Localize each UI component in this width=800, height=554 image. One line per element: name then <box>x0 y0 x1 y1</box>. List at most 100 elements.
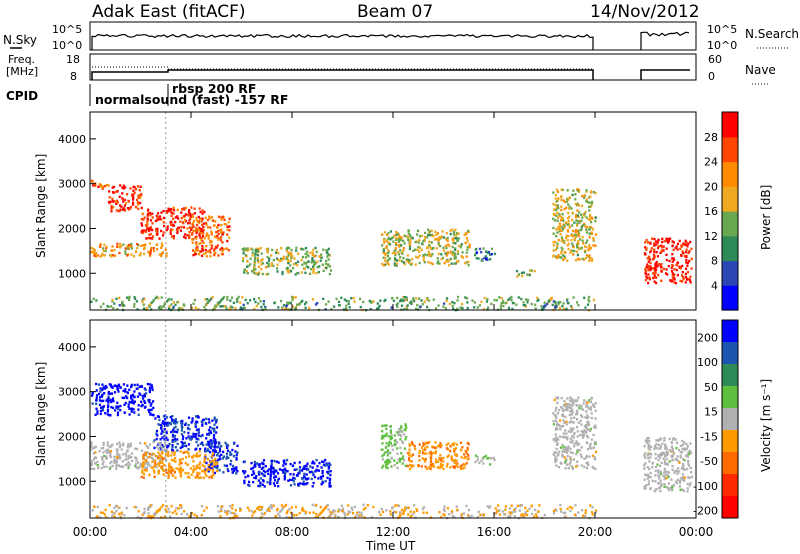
scatter-cell <box>205 417 208 421</box>
scatter-cell <box>560 219 563 222</box>
scatter-cell <box>556 422 559 425</box>
scatter-cell <box>107 399 110 403</box>
scatter-cell <box>307 468 310 471</box>
scatter-cell <box>200 217 203 220</box>
colorbar-swatch <box>722 320 738 343</box>
scatter-cell <box>202 418 205 422</box>
scatter-cell <box>122 198 125 202</box>
scatter-cell <box>292 476 295 480</box>
scatter-cell <box>659 445 662 448</box>
scatter-cell <box>225 455 228 458</box>
scatter-cell <box>653 269 656 273</box>
scatter-cell <box>408 444 411 448</box>
x-tick-label: 08:00 <box>275 525 310 539</box>
scatter-cell <box>190 306 194 310</box>
colorbar-tick-label: 100 <box>697 356 718 369</box>
scatter-cell <box>110 206 113 209</box>
scatter-cell <box>554 219 557 222</box>
scatter-cell <box>457 232 460 235</box>
scatter-cell <box>554 193 557 197</box>
scatter-cell <box>159 444 162 448</box>
scatter-cell <box>554 300 557 304</box>
scatter-cell <box>567 466 570 470</box>
scatter-cell <box>452 241 455 245</box>
scatter-cell <box>578 235 581 238</box>
scatter-cell <box>398 427 401 431</box>
scatter-cell <box>120 205 123 208</box>
scatter-cell <box>405 259 408 263</box>
scatter-cell <box>393 459 396 462</box>
y-tick-label: 4000 <box>58 133 86 146</box>
scatter-cell <box>424 465 427 468</box>
scatter-cell <box>142 453 145 456</box>
scatter-cell <box>256 254 259 257</box>
scatter-cell <box>657 238 660 242</box>
scatter-cell <box>229 505 232 508</box>
scatter-cell <box>395 236 398 240</box>
scatter-cell <box>555 396 558 399</box>
scatter-cell <box>428 244 431 247</box>
scatter-cell <box>250 510 254 513</box>
scatter-cell <box>222 248 225 251</box>
scatter-cell <box>424 231 427 235</box>
scatter-cell <box>215 230 218 234</box>
scatter-cell <box>498 509 501 512</box>
scatter-cell <box>124 247 127 250</box>
scatter-cell <box>473 306 476 309</box>
scatter-cell <box>576 214 579 217</box>
scatter-cell <box>504 505 507 508</box>
date-title: 14/Nov/2012 <box>590 2 700 22</box>
scatter-cell <box>566 259 569 262</box>
scatter-cell <box>465 232 468 236</box>
scatter-cell <box>226 443 229 446</box>
scatter-cell <box>182 303 185 306</box>
scatter-cell <box>562 409 565 412</box>
scatter-cell <box>196 228 199 231</box>
scatter-cell <box>561 413 564 416</box>
scatter-cell <box>478 304 481 307</box>
scatter-cell <box>186 463 189 466</box>
scatter-cell <box>283 303 286 307</box>
scatter-cell <box>180 307 183 310</box>
scatter-cell <box>243 247 246 250</box>
scatter-cell <box>195 227 198 230</box>
scatter-cell <box>252 511 255 514</box>
scatter-cell <box>567 242 570 246</box>
scatter-cell <box>289 478 292 482</box>
scatter-cell <box>182 451 185 454</box>
scatter-cell <box>175 467 178 470</box>
scatter-cell <box>683 448 686 452</box>
scatter-cell <box>155 248 159 251</box>
scatter-cell <box>474 454 477 457</box>
scatter-cell <box>118 304 121 307</box>
scatter-cell <box>582 402 585 405</box>
scatter-cell <box>386 255 389 258</box>
scatter-cell <box>294 505 297 509</box>
scatter-cell <box>431 462 435 466</box>
scatter-cell <box>428 252 431 256</box>
scatter-cell <box>584 514 587 518</box>
scatter-cell <box>165 228 168 232</box>
scatter-cell <box>651 461 654 465</box>
scatter-cell <box>655 276 658 279</box>
scatter-cell <box>162 221 165 224</box>
scatter-cell <box>352 512 355 515</box>
scatter-cell <box>136 201 139 204</box>
scatter-cell <box>210 474 213 478</box>
scatter-cell <box>254 268 257 271</box>
scatter-cell <box>401 512 405 515</box>
scatter-cell <box>171 469 174 473</box>
scatter-cell <box>563 200 566 204</box>
scatter-cell <box>195 437 198 440</box>
scatter-cell <box>171 420 174 423</box>
scatter-cell <box>206 298 209 301</box>
scatter-cell <box>431 252 434 256</box>
scatter-cell <box>385 463 388 466</box>
scatter-cell <box>102 454 106 458</box>
scatter-cell <box>480 300 483 304</box>
scatter-cell <box>220 507 223 510</box>
scatter-cell <box>209 463 212 467</box>
scatter-cell <box>199 242 202 245</box>
scatter-cell <box>224 441 227 445</box>
scatter-cell <box>556 442 559 445</box>
